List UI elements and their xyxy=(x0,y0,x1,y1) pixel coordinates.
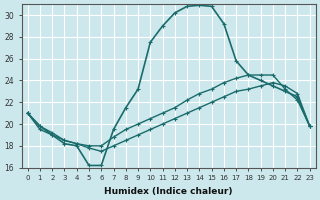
X-axis label: Humidex (Indice chaleur): Humidex (Indice chaleur) xyxy=(104,187,233,196)
